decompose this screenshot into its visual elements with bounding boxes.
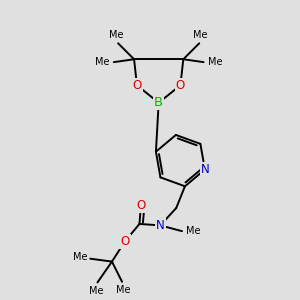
Text: B: B xyxy=(154,96,163,109)
Text: Me: Me xyxy=(73,252,87,262)
Text: O: O xyxy=(132,79,142,92)
Text: Me: Me xyxy=(95,57,109,67)
Text: N: N xyxy=(156,219,165,232)
Text: Me: Me xyxy=(194,30,208,40)
Text: N: N xyxy=(200,163,209,176)
Text: Me: Me xyxy=(110,30,124,40)
Text: O: O xyxy=(136,199,146,212)
Text: O: O xyxy=(120,235,130,248)
Text: Me: Me xyxy=(208,57,222,67)
Text: Me: Me xyxy=(116,285,131,295)
Text: O: O xyxy=(176,79,185,92)
Text: Me: Me xyxy=(185,226,200,236)
Text: Me: Me xyxy=(89,286,103,296)
